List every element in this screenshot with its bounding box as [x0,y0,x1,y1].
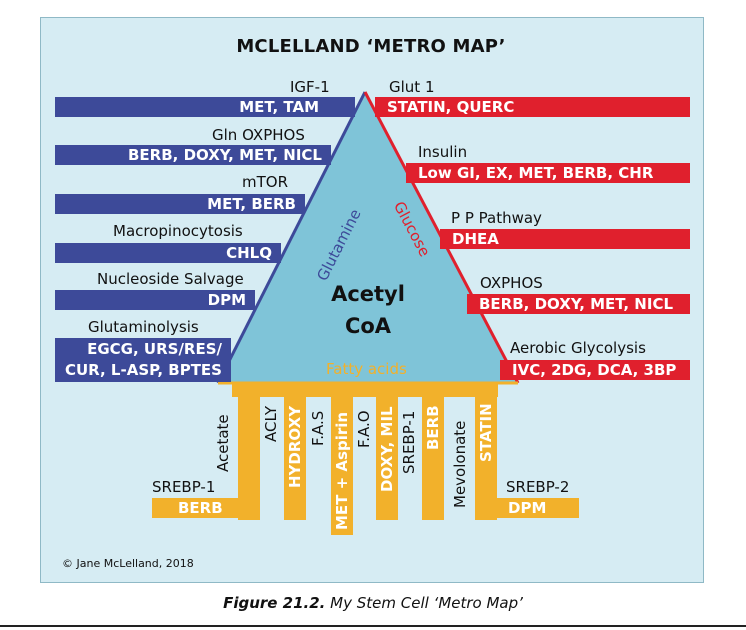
column-label-acetate: Acetate [214,414,232,472]
station-bar-oxphos: BERB, DOXY, MET, NICL [467,294,690,314]
station-drugs-igf1: MET, TAM [239,98,319,116]
column-drugs-hydroxy: HYDROXY [286,405,304,488]
station-label-glutaminolysis: Glutaminolysis [88,318,199,336]
station-drugs-glutaminolysis-1: EGCG, URS/RES/ [87,340,222,358]
station-bar-macropinocytosis: CHLQ [55,243,281,263]
station-label-nucleoside-salvage: Nucleoside Salvage [97,270,244,288]
station-bar-mtor: MET, BERB [55,194,305,214]
figure-caption: Figure 21.2. My Stem Cell ‘Metro Map’ [0,594,746,612]
column-bar-acetate [238,395,260,520]
station-label-glut1: Glut 1 [389,78,435,96]
station-label-igf1: IGF-1 [290,78,330,96]
column-bar-hydroxy [284,395,306,520]
fatty-acid-hub-bar [232,383,498,397]
station-label-insulin: Insulin [418,143,468,161]
column-bar-berb [422,395,444,520]
station-drugs-oxphos: BERB, DOXY, MET, NICL [479,295,674,313]
station-label-aerobic-glycolysis: Aerobic Glycolysis [510,339,646,357]
column-drugs-met-aspirin: MET + Aspirin [333,411,351,530]
column-bar-met-aspirin [331,395,353,535]
bottom-left-drugs: BERB [178,499,223,517]
bottom-left-label: SREBP-1 [152,478,216,496]
column-label-acly: ACLY [262,406,280,442]
center-label-coa: CoA [344,314,392,338]
diagram-title: MCLELLAND ‘METRO MAP’ [236,36,506,57]
column-drugs-doxy-mil: DOXY, MIL [378,406,396,492]
column-bar-doxy-mil [376,395,398,520]
bottom-left-bar: BERB [152,498,260,518]
station-drugs-glutaminolysis-2: CUR, L-ASP, BPTES [64,361,222,379]
station-bar-nucleoside-salvage: DPM [55,290,255,310]
fatty-acids-side-label: Fatty acids [326,360,407,378]
station-bar-glut1: STATIN, QUERC [375,97,690,117]
column-drugs-statin: STATIN [477,403,495,462]
center-label-acetyl: Acetyl [331,282,405,306]
station-drugs-nucleoside-salvage: DPM [207,291,246,309]
station-bar-gln-oxphos: BERB, DOXY, MET, NICL [55,145,331,165]
station-bar-aerobic-glycolysis: IVC, 2DG, DCA, 3BP [500,360,690,380]
station-label-pp-pathway: P P Pathway [451,209,542,227]
station-label-gln-oxphos: Gln OXPHOS [212,126,305,144]
column-label-mevolonate: Mevolonate [451,420,469,508]
station-label-oxphos: OXPHOS [480,274,543,292]
station-drugs-insulin: Low GI, EX, MET, BERB, CHR [418,164,654,182]
station-bar-igf1: MET, TAM [55,97,355,117]
figure-caption-text: My Stem Cell ‘Metro Map’ [325,594,523,612]
station-bar-insulin: Low GI, EX, MET, BERB, CHR [406,163,690,183]
copyright-note: © Jane McLelland, 2018 [62,557,194,570]
bottom-right-bar: DPM [475,498,579,518]
column-label-fas: F.A.S [309,410,327,446]
column-bar-statin [475,395,497,520]
bottom-right-label: SREBP-2 [506,478,570,496]
column-label-srebp1: SREBP-1 [400,410,418,474]
bottom-right-drugs: DPM [508,499,547,517]
column-drugs-berb: BERB [424,405,442,450]
station-drugs-aerobic-glycolysis: IVC, 2DG, DCA, 3BP [512,361,677,379]
station-label-mtor: mTOR [242,173,289,191]
station-label-macropinocytosis: Macropinocytosis [113,222,243,240]
glutamine-edge [216,91,367,384]
column-label-fao: F.A.O [355,410,373,448]
station-drugs-mtor: MET, BERB [207,195,296,213]
station-bar-pp-pathway: DHEA [440,229,690,249]
station-drugs-pp-pathway: DHEA [452,230,499,248]
station-drugs-macropinocytosis: CHLQ [226,244,272,262]
station-drugs-gln-oxphos: BERB, DOXY, MET, NICL [127,146,322,164]
figure-number: Figure 21.2. [223,594,326,612]
station-bar-glutaminolysis: EGCG, URS/RES/ CUR, L-ASP, BPTES [55,338,231,382]
page-divider [0,625,746,627]
station-drugs-glut1: STATIN, QUERC [387,98,515,116]
